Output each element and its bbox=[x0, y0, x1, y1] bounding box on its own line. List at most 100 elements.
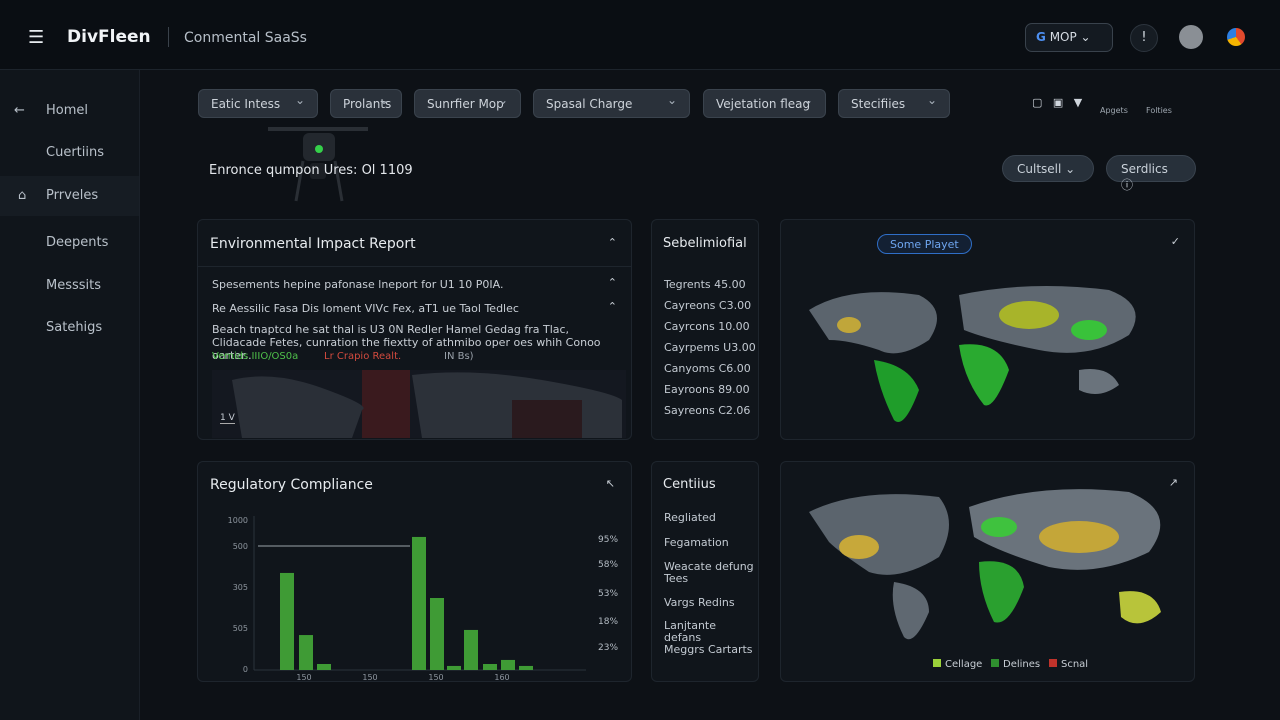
y-label: 500 bbox=[233, 542, 248, 551]
divider bbox=[198, 266, 631, 267]
report-line: Re Aessilic Fasa Dis Ioment VIVc Fex, aT… bbox=[212, 302, 519, 315]
filter-dropdown[interactable]: Stecifiies bbox=[838, 89, 950, 118]
right-label: 58% bbox=[598, 560, 618, 570]
collapse-icon[interactable]: ⌃ bbox=[607, 236, 617, 249]
y-label: 0 bbox=[243, 665, 248, 674]
summary-item: Eayroons 89.00 bbox=[664, 383, 750, 396]
button-label: Cultsell bbox=[1017, 162, 1062, 176]
filter-dropdown[interactable]: Spasal Charge bbox=[533, 89, 690, 118]
legend-item: Scnal bbox=[1049, 659, 1088, 670]
map-scale: 1 V bbox=[220, 413, 235, 424]
centrius-panel: Centiius Regliated Fegamation Weacate defu… bbox=[651, 461, 759, 682]
bar bbox=[412, 536, 426, 670]
right-label: 53% bbox=[598, 589, 618, 599]
page-title: Enronce qumpon Ures: Ol 1109 bbox=[209, 163, 413, 178]
brand: DivFleen bbox=[67, 27, 151, 47]
back-icon[interactable]: ← bbox=[14, 103, 25, 118]
legend-item: Lr Crapio Realt. bbox=[324, 351, 402, 362]
map-panel: ↗ Cellage Delines Scnal bbox=[780, 461, 1195, 682]
filter-dropdown[interactable]: Sunrfier Mop bbox=[414, 89, 521, 118]
centrius-item[interactable]: Vargs Redins bbox=[664, 596, 735, 609]
menu-icon[interactable]: ☰ bbox=[28, 27, 45, 48]
nav-item[interactable]: Prrveles bbox=[46, 188, 99, 203]
nav-item[interactable]: Messsits bbox=[46, 278, 102, 293]
summary-panel: Sebelimiofial Tegrents 45.00 Cayreons C3.… bbox=[651, 219, 759, 440]
x-label: 150 bbox=[428, 673, 443, 682]
centrius-item[interactable]: Fegamation bbox=[664, 536, 729, 549]
centrius-item[interactable]: Weacate defung Tees bbox=[664, 560, 754, 585]
filter-label: Prolants bbox=[343, 97, 392, 111]
summary-item: Canyoms C6.00 bbox=[664, 362, 751, 375]
summary-item: Cayrcons 10.00 bbox=[664, 320, 750, 333]
legend-item: Vemids IIIO/OS0a bbox=[212, 351, 299, 362]
map-badge[interactable]: Some Playet bbox=[877, 234, 972, 254]
expand-icon[interactable]: ↖ bbox=[605, 477, 615, 490]
x-label: 150 bbox=[296, 673, 311, 682]
legend-item: Delines bbox=[991, 659, 1040, 670]
legend-swatch bbox=[991, 659, 999, 667]
mini-map bbox=[212, 370, 626, 438]
y-label: 505 bbox=[233, 624, 248, 633]
filter-dropdown[interactable]: Vejetation fleag bbox=[703, 89, 826, 118]
impact-report-panel: Environmental Impact Report ⌃ Spesements… bbox=[197, 219, 632, 440]
world-map bbox=[809, 286, 1136, 422]
bar bbox=[483, 664, 497, 670]
legend-label: Cellage bbox=[945, 659, 983, 670]
bar-chart: 1000 500 305 505 0 95% 58% 53% 18% 23% 150 150 150 16… bbox=[228, 516, 618, 682]
centrius-item[interactable]: Regliated bbox=[664, 511, 716, 524]
expand-icon[interactable]: ⌃ bbox=[607, 276, 617, 289]
app-logo[interactable] bbox=[1227, 28, 1245, 46]
drone-image bbox=[258, 123, 378, 203]
button-label: Serdlics bbox=[1121, 162, 1168, 176]
legend-label: Scnal bbox=[1061, 659, 1089, 670]
filter-dropdown[interactable]: Eatic Intess bbox=[198, 89, 318, 118]
nav-item[interactable]: Homel bbox=[46, 103, 89, 118]
avatar[interactable] bbox=[1179, 25, 1203, 49]
compliance-panel: Regulatory Compliance ↖ 1000 500 305 505 0 95… bbox=[197, 461, 632, 682]
report-line: Spesements hepine pafonase lneport for U… bbox=[212, 278, 504, 291]
button[interactable]: Cultsell ⌄ bbox=[1002, 155, 1094, 182]
panel-title: Sebelimiofial bbox=[663, 236, 747, 251]
centrius-item[interactable]: Lanjtante defans bbox=[664, 619, 717, 644]
bar bbox=[317, 664, 331, 670]
divider bbox=[168, 27, 169, 47]
filter-dropdown[interactable]: Prolants bbox=[330, 89, 402, 118]
summary-item: Cayreons C3.00 bbox=[664, 299, 752, 312]
legend-item: IN Bs) bbox=[444, 351, 474, 362]
right-label: 18% bbox=[598, 617, 618, 627]
filter-label: Sunrfier Mop bbox=[427, 97, 504, 111]
toolbar-icons[interactable]: ▢ ▣ ▼ bbox=[1032, 96, 1083, 109]
button[interactable]: Serdlics ⓘ bbox=[1106, 155, 1196, 192]
filter-label: Spasal Charge bbox=[546, 97, 633, 111]
nav-item[interactable]: Deepents bbox=[46, 235, 109, 250]
nav-item[interactable]: Satehigs bbox=[46, 320, 103, 335]
check-icon[interactable]: ✓ bbox=[1170, 235, 1180, 248]
bar bbox=[464, 629, 478, 670]
summary-item: Cayrpems U3.00 bbox=[664, 341, 756, 354]
legend-label: Delines bbox=[1003, 659, 1041, 670]
panel-title: Environmental Impact Report bbox=[210, 236, 416, 252]
report-paragraph: Beach tnaptcd he sat thal is U3 0N Redle… bbox=[212, 323, 601, 362]
expand-icon[interactable]: ⌃ bbox=[607, 300, 617, 313]
filter-label: Vejetation fleag bbox=[716, 97, 811, 111]
legend-item: Cellage bbox=[933, 659, 982, 670]
account-name: MOP bbox=[1049, 30, 1077, 44]
toolbar-button[interactable]: Apgets bbox=[1100, 106, 1128, 115]
map-panel: Some Playet ✓ bbox=[780, 219, 1195, 440]
filter-label: Eatic Intess bbox=[211, 97, 281, 111]
centrius-item[interactable]: Meggrs Cartarts bbox=[664, 643, 753, 656]
sidebar: Homel Cuertiins Prrveles Deepents Messsits Sa… bbox=[0, 70, 140, 720]
expand-icon[interactable]: ↗ bbox=[1168, 476, 1178, 489]
y-label: 305 bbox=[233, 583, 248, 592]
x-label: 160 bbox=[494, 673, 509, 682]
legend-swatch bbox=[933, 659, 941, 667]
summary-item: Tegrents 45.00 bbox=[664, 278, 746, 291]
help-icon[interactable]: ! bbox=[1130, 24, 1158, 52]
bar bbox=[280, 572, 294, 670]
bar bbox=[501, 659, 515, 670]
account-select[interactable]: G MOP ⌄ bbox=[1025, 23, 1113, 52]
right-label: 95% bbox=[598, 535, 618, 545]
toolbar-button[interactable]: Folties bbox=[1146, 106, 1172, 115]
home-icon[interactable]: ⌂ bbox=[18, 188, 27, 203]
nav-item[interactable]: Cuertiins bbox=[46, 145, 104, 160]
